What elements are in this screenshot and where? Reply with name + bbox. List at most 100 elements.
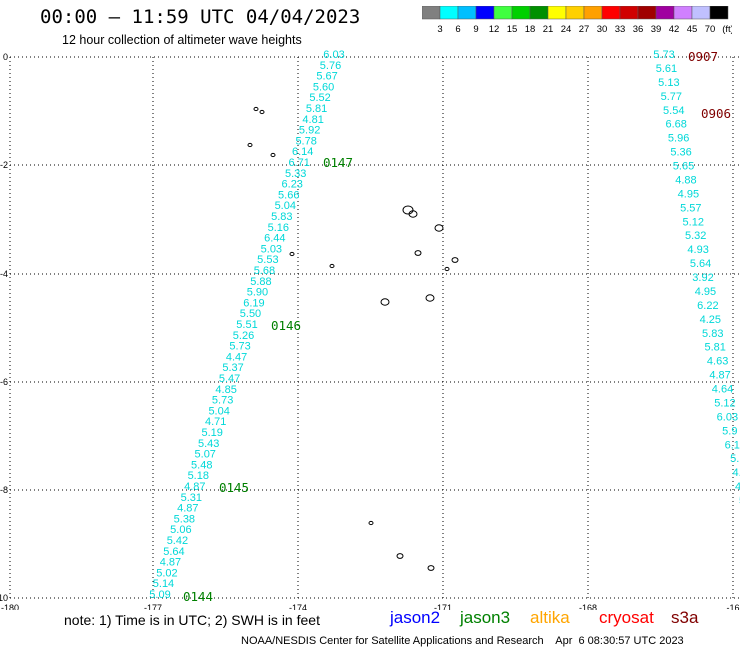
colorbar-label: 21	[543, 24, 554, 35]
wave-height-value: 4.87	[709, 370, 730, 382]
wave-height-value: 5.9	[722, 425, 737, 437]
colorbar-label: 36	[633, 24, 644, 35]
island-outline	[259, 109, 265, 115]
wave-height-value: 4.87	[177, 503, 198, 515]
pass-time-label: 0147	[323, 155, 353, 170]
wave-height-value: 6.44	[264, 233, 285, 245]
island-outline	[425, 294, 435, 302]
colorbar-label: (ft)	[722, 24, 732, 35]
island-outline	[414, 250, 422, 256]
wave-height-value: 5.36	[670, 147, 691, 159]
wave-height-value: 5.53	[257, 254, 278, 266]
wave-height-value: 5.73	[229, 341, 250, 353]
island-outline	[247, 142, 253, 148]
wave-height-value: 5.37	[222, 362, 243, 374]
x-tick-label: -177	[144, 603, 162, 610]
wave-height-value: 5.16	[268, 222, 289, 234]
wave-height-value: 6.22	[697, 300, 718, 312]
wave-height-value: 5.33	[285, 168, 306, 180]
legend-s3a: s3a	[671, 608, 699, 627]
island-outline	[270, 152, 276, 158]
island-outline	[402, 205, 414, 215]
island-outline	[444, 266, 450, 272]
island-outline	[396, 553, 404, 559]
wave-height-value: 5.42	[167, 535, 188, 547]
wave-height-value: 5.19	[201, 427, 222, 439]
wave-height-value: 6.03	[717, 411, 738, 423]
wave-height-map: -180-177-174-171-168-160-2-4-6-8-106.035…	[0, 49, 740, 610]
wave-height-value: 5.32	[685, 230, 706, 242]
y-tick-label: -6	[0, 377, 8, 387]
wave-height-value: 5.48	[191, 459, 212, 471]
wave-height-value: 5.47	[219, 373, 240, 385]
legend-cryosat: cryosat	[599, 608, 654, 627]
wave-height-value: 5.66	[278, 189, 299, 201]
wave-height-value: 4.88	[675, 174, 696, 186]
wave-height-value: 5.07	[195, 449, 216, 461]
map-title: 00:00 – 11:59 UTC 04/04/2023	[40, 6, 361, 28]
wave-height-value: 5.13	[658, 77, 679, 89]
colorbar-label: 18	[525, 24, 536, 35]
wave-height-value: 4.85	[215, 384, 236, 396]
x-tick-label: -16	[726, 603, 739, 610]
wave-height-value: 5.88	[250, 276, 271, 288]
colorbar-label: 6	[455, 24, 460, 35]
wave-height-value: 5.04	[208, 405, 229, 417]
wave-height-value: 5.76	[320, 60, 341, 72]
wave-height-value: 5.60	[313, 81, 334, 93]
legend-jason3: jason3	[460, 608, 511, 627]
wave-height-value: 4.	[735, 481, 740, 493]
wave-height-value: 6.1	[725, 439, 740, 451]
wave-height-value: 5.12	[714, 397, 735, 409]
island-outline	[380, 298, 390, 306]
wave-height-value: 5.31	[181, 492, 202, 504]
wave-height-value: 5.73	[653, 49, 674, 61]
wave-height-value: 5.68	[254, 265, 275, 277]
wave-height-value: 4.87	[184, 481, 205, 493]
island-outline	[434, 224, 444, 232]
pass-time-label: 0146	[271, 318, 301, 333]
wave-height-value: 5.54	[663, 105, 684, 117]
colorbar-label: 15	[507, 24, 518, 35]
wave-height-value: 5.65	[673, 161, 694, 173]
wave-height-value: 5.09	[149, 589, 170, 601]
wave-height-value: 5.83	[702, 328, 723, 340]
pass-time-label: 0907	[688, 49, 718, 64]
pass-time-label: 0906	[701, 106, 731, 121]
colorbar-label: 24	[561, 24, 572, 35]
colorbar-label: 39	[651, 24, 662, 35]
island-outline	[368, 520, 374, 526]
colorbar-label: 12	[489, 24, 500, 35]
wave-height-value: 5.52	[309, 92, 330, 104]
wave-height-value: 6.68	[665, 119, 686, 131]
wave-height-value: 5	[739, 495, 740, 507]
colorbar-label: 42	[669, 24, 680, 35]
wave-height-value: 5.03	[261, 243, 282, 255]
wave-height-value: 4.87	[160, 557, 181, 569]
map-subtitle: 12 hour collection of altimeter wave hei…	[62, 33, 302, 47]
wave-height-value: 4.	[733, 467, 740, 479]
wave-height-value: 5.38	[174, 513, 195, 525]
y-tick-label: -2	[0, 160, 8, 170]
wave-height-value: 5.81	[306, 103, 327, 115]
wave-height-value: 5.02	[156, 567, 177, 579]
wave-height-value: 5.96	[668, 133, 689, 145]
x-tick-label: -180	[1, 603, 19, 610]
colorbar-label: 45	[687, 24, 698, 35]
island-outline	[451, 257, 459, 263]
colorbar-label: 70	[705, 24, 716, 35]
x-tick-label: -174	[289, 603, 307, 610]
wave-height-value: 5.18	[188, 470, 209, 482]
wave-height-value: 5.51	[236, 319, 257, 331]
wave-height-value: 5.04	[275, 200, 296, 212]
wave-height-value: 5.73	[212, 395, 233, 407]
wave-height-value: 4.93	[687, 244, 708, 256]
wave-height-value: 6.19	[243, 297, 264, 309]
wave-height-value: 6.14	[292, 146, 313, 158]
wave-height-value: 5.83	[271, 211, 292, 223]
wave-height-value: 4.25	[700, 314, 721, 326]
island-outline	[289, 251, 295, 257]
wave-height-value: 4.95	[695, 286, 716, 298]
colorbar-swatch	[709, 6, 729, 20]
